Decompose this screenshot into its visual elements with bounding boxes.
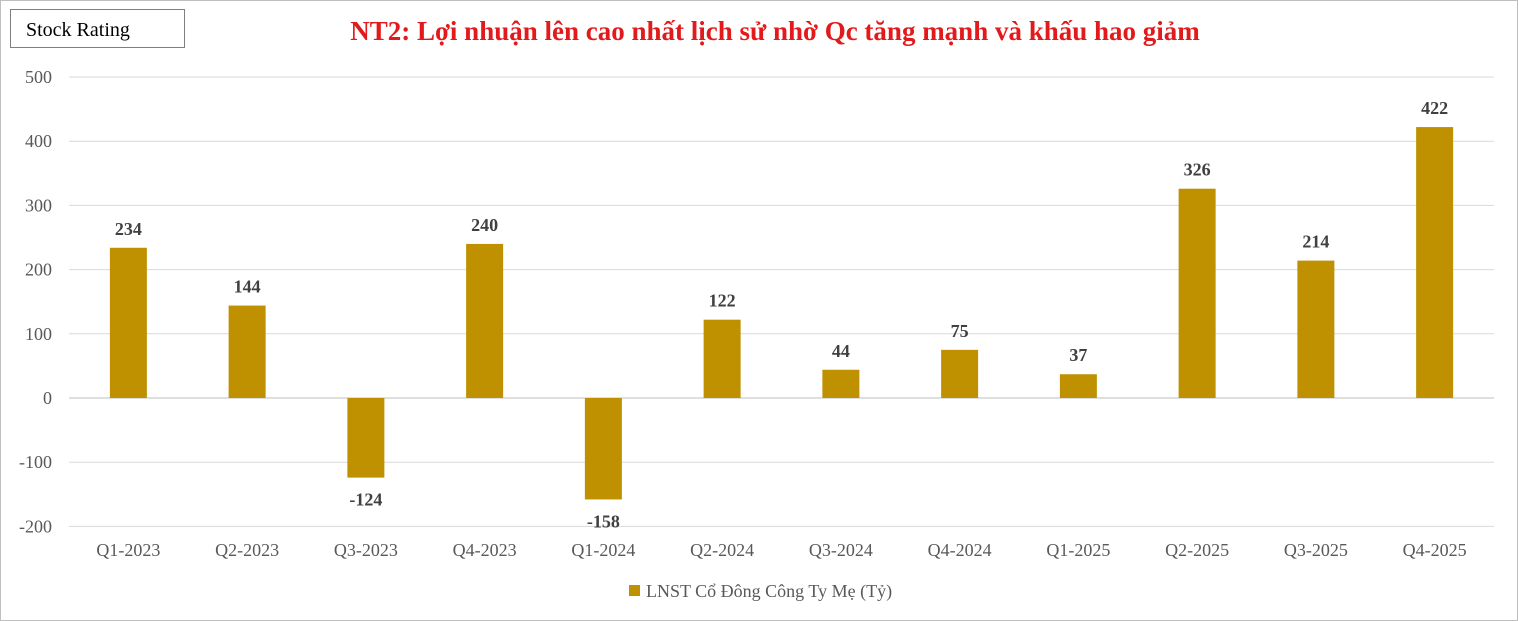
x-tick-label: Q4-2024 — [928, 540, 992, 560]
bar — [584, 398, 622, 500]
data-label: 44 — [832, 341, 850, 361]
y-tick-label: 200 — [25, 260, 52, 280]
bar — [466, 243, 504, 398]
data-label: 234 — [115, 219, 142, 239]
chart-title: NT2: Lợi nhuận lên cao nhất lịch sử nhờ … — [350, 16, 1200, 46]
data-label: 214 — [1302, 232, 1329, 252]
y-tick-label: 500 — [25, 67, 52, 87]
legend-label: LNST Cổ Đông Công Ty Mẹ (Tỷ) — [646, 581, 892, 602]
data-label: 37 — [1069, 345, 1087, 365]
gridlines — [69, 76, 1494, 527]
x-tick-label: Q4-2025 — [1403, 540, 1467, 560]
bar — [1416, 127, 1454, 399]
data-label: -158 — [587, 511, 620, 531]
y-axis-ticks: 500 400 300 200 100 0 -100 -200 — [19, 67, 52, 536]
x-tick-label: Q1-2023 — [96, 540, 160, 560]
bar — [703, 319, 741, 398]
y-tick-label: 0 — [43, 388, 52, 408]
data-label: 75 — [951, 321, 969, 341]
bars: 234 144 -124 240 -158 122 44 75 37 326 214 422 — [109, 98, 1454, 531]
x-tick-label: Q1-2024 — [571, 540, 635, 560]
bar — [347, 398, 385, 478]
x-tick-label: Q2-2025 — [1165, 540, 1229, 560]
bar — [941, 349, 979, 398]
bar — [822, 369, 860, 398]
x-tick-label: Q1-2025 — [1046, 540, 1110, 560]
bar — [109, 247, 147, 398]
y-tick-label: 100 — [25, 324, 52, 344]
bar — [1297, 260, 1335, 398]
data-label: 326 — [1184, 160, 1211, 180]
x-axis-ticks: Q1-2023 Q2-2023 Q3-2023 Q4-2023 Q1-2024 Q2-20… — [96, 540, 1466, 560]
stock-rating-badge: Stock Rating — [10, 9, 185, 48]
data-label: 422 — [1421, 98, 1448, 118]
x-tick-label: Q4-2023 — [453, 540, 517, 560]
y-tick-label: 400 — [25, 131, 52, 151]
legend-swatch — [629, 585, 640, 596]
x-tick-label: Q3-2025 — [1284, 540, 1348, 560]
x-tick-label: Q2-2023 — [215, 540, 279, 560]
x-tick-label: Q3-2023 — [334, 540, 398, 560]
bar — [1059, 374, 1097, 398]
bar — [1178, 188, 1216, 398]
y-tick-label: -200 — [19, 516, 52, 536]
data-label: -124 — [349, 490, 382, 510]
data-label: 122 — [709, 291, 736, 311]
data-label: 240 — [471, 215, 498, 235]
x-tick-label: Q3-2024 — [809, 540, 873, 560]
legend: LNST Cổ Đông Công Ty Mẹ (Tỷ) — [629, 581, 892, 602]
data-label: 144 — [234, 277, 261, 297]
bar — [228, 305, 266, 398]
y-tick-label: -100 — [19, 452, 52, 472]
y-tick-label: 300 — [25, 195, 52, 215]
x-tick-label: Q2-2024 — [690, 540, 754, 560]
